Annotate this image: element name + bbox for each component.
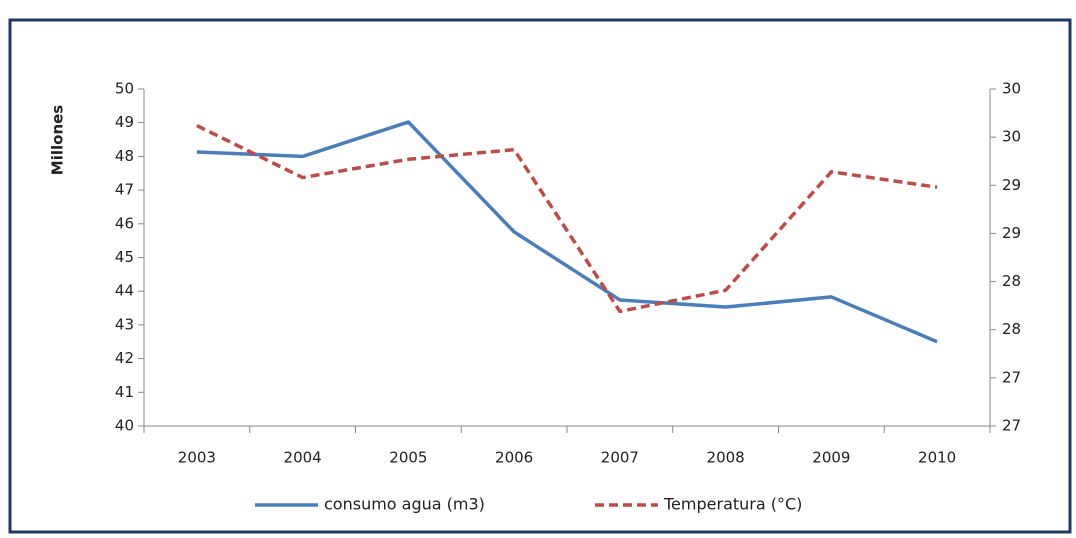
y-tick-label: 47	[115, 181, 134, 199]
chart-frame	[8, 18, 1072, 534]
y-tick-label: 50	[115, 80, 134, 98]
y-tick-label: 44	[115, 282, 134, 300]
x-tick-label: 2006	[495, 449, 533, 467]
y-tick-label: 49	[115, 113, 134, 131]
y2-tick-label: 27	[1002, 368, 1021, 386]
x-tick-label: 2007	[601, 449, 639, 467]
x-tick-label: 2009	[812, 449, 850, 467]
y2-tick-label: 30	[1002, 80, 1021, 98]
x-tick-label: 2010	[918, 449, 956, 467]
y2-tick-label: 28	[1002, 320, 1021, 338]
series-line	[196, 120, 938, 344]
x-tick-label: 2008	[707, 449, 745, 467]
y-tick-label: 43	[115, 315, 134, 333]
y-tick-label: 45	[115, 248, 134, 266]
y2-tick-label: 29	[1002, 224, 1021, 242]
y-tick-label: 41	[115, 383, 134, 401]
y-tick-label: 42	[115, 349, 134, 367]
legend-label: Temperatura (°C)	[663, 495, 802, 514]
y2-tick-label: 29	[1002, 176, 1021, 194]
y2-tick-label: 27	[1002, 417, 1021, 435]
x-tick-label: 2005	[389, 449, 427, 467]
y-axis-label: Millones	[49, 105, 67, 176]
x-tick-label: 2003	[178, 449, 216, 467]
y-tick-label: 40	[115, 417, 134, 435]
legend-label: consumo agua (m3)	[324, 495, 485, 514]
y-tick-label: 46	[115, 214, 134, 232]
y-tick-label: 48	[115, 147, 134, 165]
y2-tick-label: 30	[1002, 128, 1021, 146]
x-tick-label: 2004	[284, 449, 322, 467]
y2-tick-label: 28	[1002, 272, 1021, 290]
series-line	[196, 124, 938, 314]
